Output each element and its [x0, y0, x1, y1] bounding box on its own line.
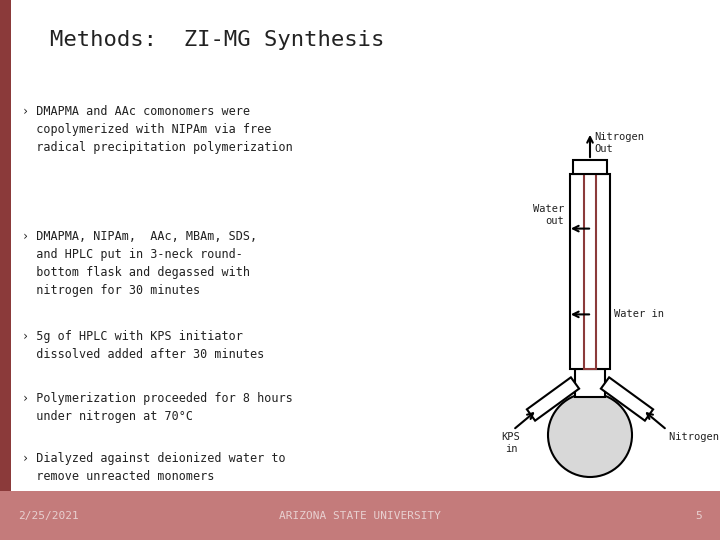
Bar [0, 491, 720, 540]
Circle shape [548, 393, 632, 477]
Polygon shape [601, 377, 653, 421]
Text: › Polymerization proceeded for 8 hours
  under nitrogen at 70°C: › Polymerization proceeded for 8 hours u… [22, 392, 293, 423]
Text: KPS
in: KPS in [502, 432, 521, 454]
Text: › 5g of HPLC with KPS initiator
  dissolved added after 30 minutes: › 5g of HPLC with KPS initiator dissolve… [22, 330, 264, 361]
Text: 5: 5 [696, 511, 702, 521]
Bar [0, 0, 11, 491]
Bar [575, 369, 605, 397]
Text: ARIZONA STATE UNIVERSITY: ARIZONA STATE UNIVERSITY [279, 511, 441, 521]
Polygon shape [527, 377, 579, 421]
Text: 2/25/2021: 2/25/2021 [18, 511, 78, 521]
Bar [573, 160, 607, 174]
Text: Methods:  ZI-MG Synthesis: Methods: ZI-MG Synthesis [50, 30, 384, 50]
Text: Water
out: Water out [533, 204, 564, 226]
Text: Nitrogen in: Nitrogen in [669, 432, 720, 442]
Bar [584, 174, 596, 369]
Bar [570, 174, 610, 369]
Text: Nitrogen
Out: Nitrogen Out [594, 132, 644, 153]
Text: › DMAPMA and AAc comonomers were
  copolymerized with NIPAm via free
  radical p: › DMAPMA and AAc comonomers were copolym… [22, 105, 293, 154]
Text: › DMAPMA, NIPAm,  AAc, MBAm, SDS,
  and HPLC put in 3-neck round-
  bottom flask: › DMAPMA, NIPAm, AAc, MBAm, SDS, and HPL… [22, 230, 257, 297]
Text: Water in: Water in [614, 309, 664, 319]
Text: › Dialyzed against deionized water to
  remove unreacted monomers: › Dialyzed against deionized water to re… [22, 452, 286, 483]
